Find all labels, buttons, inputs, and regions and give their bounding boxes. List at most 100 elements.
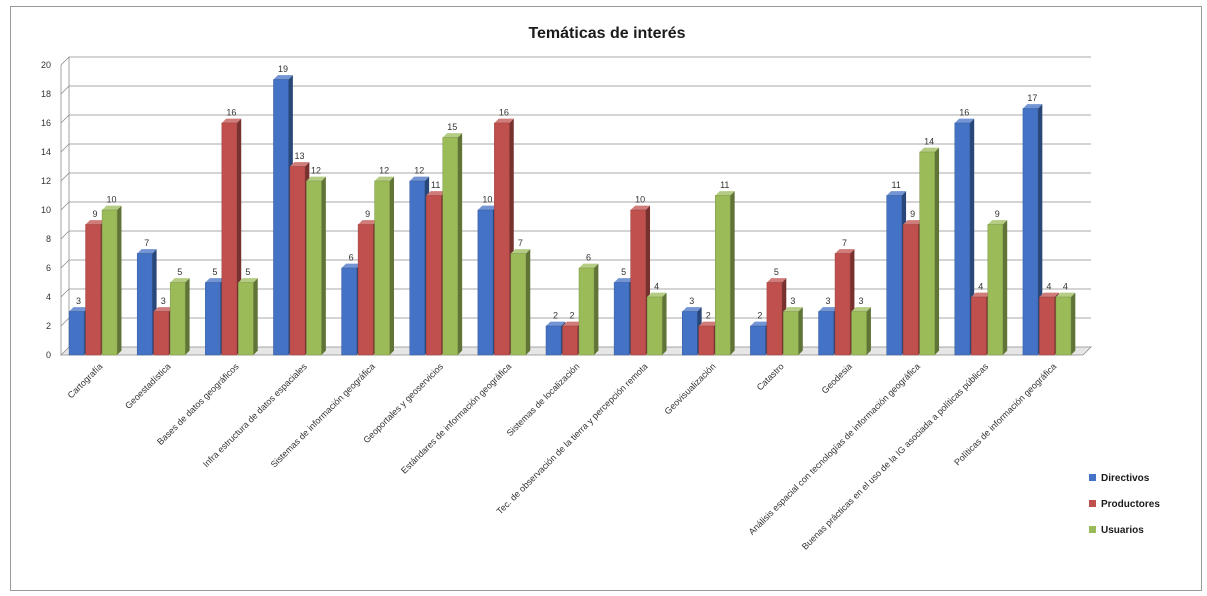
data-label: 15 [447,122,457,132]
bar-usuarios [169,278,190,356]
bar-side [594,263,599,355]
legend-swatch [1089,500,1096,507]
y-tick-label: 4 [46,292,51,302]
bar-top [783,307,803,312]
data-label: 11 [891,180,900,190]
bar-top [442,133,463,138]
bar-front [1022,108,1039,356]
data-label: 3 [161,296,166,306]
category-label: Geodesia [820,361,854,395]
bar-top [766,278,787,283]
data-label: 9 [995,209,1000,219]
y-tick-label: 8 [46,234,51,244]
bar-top [289,162,310,167]
bar-front [886,195,902,356]
bar-side [185,278,190,355]
bar-front [442,137,458,356]
category-label: Geoportales y geoservicios [361,361,445,445]
bar-top [987,220,1008,225]
data-label: 2 [553,311,558,321]
bar-front [715,195,731,356]
bar-front [578,267,595,356]
bar-side [798,307,803,355]
bar-top [341,263,361,268]
bar-top [306,176,326,181]
bar-top [102,205,122,210]
chart-frame: Temáticas de interés 0 2 4 6 8 10 12 14 16 18 20 3… [10,6,1202,591]
data-label: 4 [978,282,983,292]
data-label: 3 [790,296,795,306]
bar-top [358,220,378,225]
bar-front [783,311,799,356]
legend-item-usuarios: Usuarios [1089,525,1144,536]
bar-front [205,282,221,356]
bar-top [546,321,566,326]
y-tick-label: 10 [41,205,51,215]
legend-swatch [1089,526,1096,533]
bar-front [682,311,698,356]
data-label: 10 [107,195,117,205]
bar-side [662,292,667,355]
bars [68,75,1076,356]
bar-front [289,166,306,356]
bar-top [374,176,394,181]
y-tick-label: 14 [41,147,51,157]
bar-front [477,209,494,356]
bar-usuarios [442,133,463,356]
data-label: 7 [842,238,847,248]
data-label: 7 [518,238,523,248]
data-label: 16 [499,108,509,118]
axes: 0 2 4 6 8 10 12 14 16 18 20 [41,57,70,360]
bar-front [357,224,374,356]
legend-label: Usuarios [1101,525,1144,536]
bar-top [1022,104,1043,109]
y-tick-label: 20 [41,60,51,70]
bar-side [525,249,531,355]
bar-top [971,292,991,297]
bar-front [85,224,101,356]
data-label: 10 [635,195,645,205]
bar-directivos [1022,104,1043,356]
data-label: 11 [431,180,440,190]
bar-front [630,209,646,356]
data-label: 3 [859,296,864,306]
data-label: 4 [654,282,659,292]
bar-usuarios [783,307,803,356]
data-label: 3 [76,296,81,306]
bar-front [1039,296,1055,356]
bar-top [647,292,667,297]
data-label: 9 [93,209,98,219]
bar-top [426,191,446,196]
data-label: 2 [706,311,711,321]
bar-side [253,278,258,355]
y-tick-label: 0 [46,350,51,360]
data-label: 9 [910,209,915,219]
bar-directivos [136,249,157,356]
bar-top [682,307,702,312]
y-tick-label: 12 [41,176,51,186]
bar-top [273,75,293,80]
bar-chart: Temáticas de interés 0 2 4 6 8 10 12 14 16 18 20 3… [41,25,1160,552]
bar-front [136,253,153,356]
bar-top [510,249,531,254]
bar-front [851,311,867,356]
bar-front [834,253,851,356]
category-label: Tec. de observación de la tierra y perce… [495,361,650,516]
bar-side [457,133,463,355]
bar-front [306,180,322,356]
bar-top [851,307,871,312]
bar-front [646,296,663,356]
bar-front [510,253,527,356]
bar-side [934,147,940,355]
data-label: 16 [959,108,969,118]
bar-top [1055,292,1076,297]
bar-usuarios [919,147,940,356]
data-label: 5 [774,267,779,277]
data-label: 16 [226,108,236,118]
data-label: 5 [212,267,217,277]
bar-side [1037,104,1043,355]
data-label: 14 [924,137,934,147]
bar-usuarios [646,292,667,356]
data-label: 13 [294,151,304,161]
